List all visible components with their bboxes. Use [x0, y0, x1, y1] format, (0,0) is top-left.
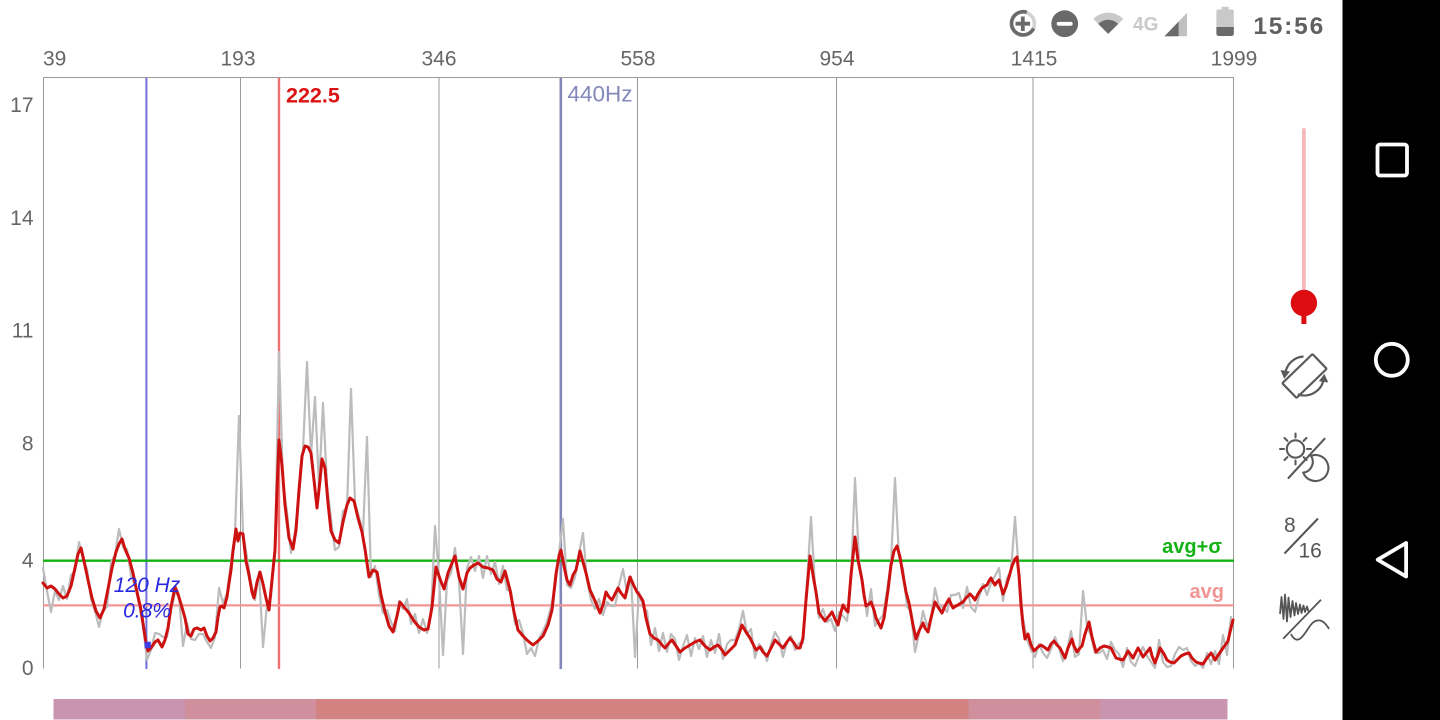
- svg-text:14: 14: [10, 207, 34, 230]
- svg-text:8: 8: [1284, 514, 1296, 537]
- svg-text:440Hz: 440Hz: [568, 82, 633, 107]
- svg-text:558: 558: [620, 48, 655, 71]
- svg-text:16: 16: [1299, 540, 1322, 563]
- svg-text:avg: avg: [1190, 581, 1224, 603]
- svg-text:1999: 1999: [1211, 48, 1258, 71]
- svg-text:avg+σ: avg+σ: [1162, 536, 1222, 558]
- svg-text:0.8%: 0.8%: [123, 600, 171, 623]
- svg-text:15:56: 15:56: [1253, 13, 1325, 40]
- svg-text:0: 0: [22, 657, 34, 680]
- svg-text:8: 8: [22, 433, 34, 456]
- svg-text:17: 17: [10, 94, 33, 117]
- svg-text:11: 11: [12, 320, 34, 343]
- svg-text:193: 193: [220, 48, 255, 71]
- svg-text:954: 954: [819, 48, 854, 71]
- svg-text:222.5: 222.5: [286, 84, 340, 108]
- svg-text:1415: 1415: [1011, 48, 1058, 71]
- svg-text:346: 346: [421, 48, 456, 71]
- svg-text:39: 39: [43, 48, 66, 71]
- svg-text:120 Hz: 120 Hz: [114, 574, 181, 597]
- svg-text:4G: 4G: [1133, 15, 1158, 36]
- svg-text:4: 4: [22, 549, 34, 572]
